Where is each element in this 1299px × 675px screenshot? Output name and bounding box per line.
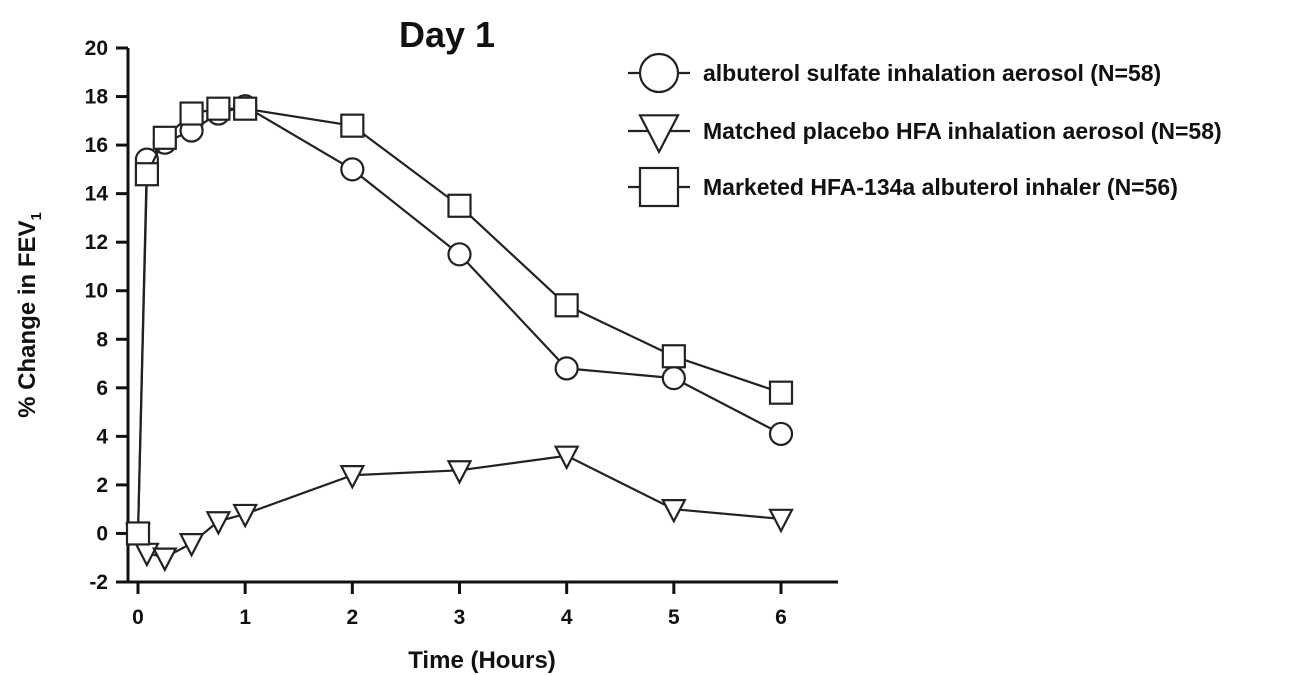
y-tick-label: -2 bbox=[89, 571, 108, 594]
data-point-triangle-down bbox=[446, 460, 473, 485]
x-tick-label: 1 bbox=[239, 606, 251, 629]
data-point-circle bbox=[447, 242, 472, 267]
data-point-square bbox=[134, 162, 159, 187]
legend-label: Matched placebo HFA inhalation aerosol (… bbox=[703, 118, 1222, 144]
legend: albuterol sulfate inhalation aerosol (N=… bbox=[628, 52, 1222, 208]
legend-marker-triangle-down bbox=[638, 114, 680, 155]
series-triangle-down bbox=[125, 445, 794, 573]
data-point-triangle-down bbox=[205, 511, 232, 536]
data-point-circle bbox=[554, 356, 579, 381]
y-axis-label-subscript: 1 bbox=[28, 212, 45, 220]
series-square bbox=[125, 96, 794, 546]
legend-item: albuterol sulfate inhalation aerosol (N=… bbox=[628, 52, 1161, 94]
legend-item: Marketed HFA-134a albuterol inhaler (N=5… bbox=[628, 166, 1178, 208]
y-tick-label: 0 bbox=[96, 522, 108, 545]
x-tick-label: 0 bbox=[132, 606, 144, 629]
data-point-triangle-down bbox=[553, 445, 580, 471]
y-tick-label: 14 bbox=[85, 183, 109, 206]
data-point-triangle-down bbox=[339, 465, 366, 490]
legend-marker-circle bbox=[638, 52, 680, 94]
y-axis-label: % Change in FEV1 bbox=[14, 212, 45, 418]
x-tick-label: 2 bbox=[346, 606, 358, 629]
legend-item: Matched placebo HFA inhalation aerosol (… bbox=[628, 114, 1222, 155]
data-point-square bbox=[661, 344, 686, 369]
data-point-square bbox=[206, 96, 231, 121]
x-tick-label: 5 bbox=[668, 606, 680, 629]
legend-label: Marketed HFA-134a albuterol inhaler (N=5… bbox=[703, 174, 1178, 200]
y-ticks: -2 0 2 4 6 8 10 12 14 16 18 20 bbox=[85, 37, 128, 594]
data-point-triangle-down bbox=[178, 532, 205, 558]
y-tick-label: 10 bbox=[85, 280, 108, 303]
y-tick-label: 4 bbox=[96, 425, 108, 448]
data-point-square bbox=[340, 113, 365, 138]
x-tick-label: 4 bbox=[561, 606, 573, 629]
legend-marker-square bbox=[638, 166, 680, 208]
data-point-square bbox=[768, 380, 794, 405]
y-tick-label: 16 bbox=[85, 134, 108, 157]
data-point-circle bbox=[340, 157, 365, 182]
data-point-triangle-down bbox=[151, 547, 178, 573]
y-axis-label-main: % Change in FEV bbox=[14, 220, 41, 417]
x-ticks: 0 1 2 3 4 5 6 bbox=[132, 582, 787, 629]
data-point-square bbox=[125, 521, 151, 546]
legend-label: albuterol sulfate inhalation aerosol (N=… bbox=[703, 60, 1161, 86]
y-tick-label: 2 bbox=[96, 474, 108, 497]
y-tick-label: 6 bbox=[96, 377, 108, 400]
y-tick-label: 18 bbox=[85, 86, 109, 109]
data-point-square bbox=[447, 193, 472, 218]
y-tick-label: 8 bbox=[96, 328, 108, 351]
plot-area bbox=[125, 94, 794, 573]
x-tick-label: 3 bbox=[454, 606, 466, 629]
data-point-triangle-down bbox=[661, 499, 687, 524]
y-tick-label: 12 bbox=[85, 231, 108, 254]
data-point-square bbox=[179, 101, 204, 126]
x-axis-label: Time (Hours) bbox=[408, 647, 556, 674]
data-point-triangle-down bbox=[232, 503, 258, 529]
chart-title: Day 1 bbox=[399, 14, 495, 55]
x-tick-label: 6 bbox=[775, 606, 787, 629]
data-point-triangle-down bbox=[768, 508, 794, 534]
data-point-square bbox=[233, 96, 258, 121]
data-point-square bbox=[554, 293, 579, 318]
y-tick-label: 20 bbox=[85, 37, 108, 60]
data-point-square bbox=[152, 125, 177, 150]
data-point-circle bbox=[661, 366, 686, 391]
data-point-circle bbox=[768, 421, 794, 447]
